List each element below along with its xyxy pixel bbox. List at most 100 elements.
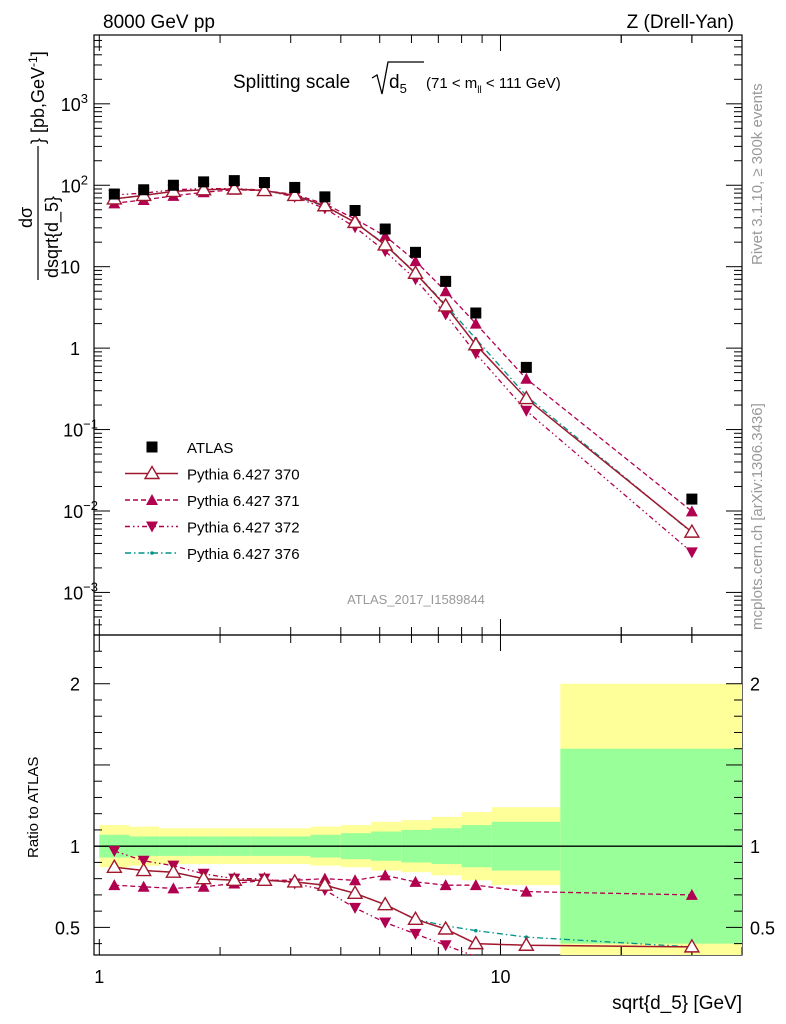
ratio-line-p372 — [114, 850, 474, 955]
ratio-marker-p376 — [474, 928, 478, 933]
legend-label-p372: Pythia 6.427 372 — [187, 520, 300, 537]
plot-title-main: Splitting scale — [233, 72, 350, 93]
ratio-marker-p371 — [197, 880, 210, 892]
marker-p370 — [437, 297, 454, 312]
ylabel-denominator: dsqrt{d_5} — [42, 196, 63, 278]
marker-p370 — [683, 523, 701, 538]
marker-atlas — [409, 246, 421, 258]
y-tick-label: 103 — [61, 91, 88, 115]
marker-p370 — [376, 236, 394, 251]
ylabel-unit: } [pb,GeV-1] — [26, 51, 48, 144]
y-tick-label: 10−3 — [63, 579, 98, 603]
marker-p370 — [518, 390, 535, 405]
ratio-y-tick-label-left: 1 — [70, 837, 80, 857]
ratio-marker-p370 — [286, 873, 303, 888]
analysis-watermark: ATLAS_2017_I1589844 — [347, 592, 485, 607]
ratio-marker-p370 — [437, 920, 454, 935]
marker-p370 — [467, 336, 485, 351]
plot-title-symbol: d5 — [389, 72, 407, 96]
marker-p372 — [520, 405, 533, 417]
marker-atlas — [379, 223, 391, 235]
marker-p371 — [520, 372, 533, 384]
ratio-marker-p372 — [137, 855, 150, 867]
y-tick-label: 102 — [61, 172, 88, 196]
legend-marker-atlas — [146, 441, 158, 453]
marker-atlas — [258, 177, 270, 189]
marker-atlas — [198, 176, 210, 188]
x-axis-label: sqrt{d_5} [GeV] — [612, 993, 742, 1014]
marker-p372 — [439, 309, 452, 321]
marker-p370 — [195, 181, 212, 196]
header-left: 8000 GeV pp — [103, 12, 215, 33]
ratio-marker-p370 — [467, 935, 485, 950]
marker-atlas — [167, 179, 179, 191]
ratio-series — [106, 846, 701, 955]
ratio-y-tick-label-right: 0.5 — [750, 918, 775, 938]
marker-atlas — [108, 188, 120, 200]
marker-p370 — [286, 187, 303, 202]
ratio-marker-p371 — [439, 879, 452, 891]
ratio-marker-p371 — [520, 885, 533, 897]
rivet-label: Rivet 3.1.10, ≥ 300k events — [749, 83, 766, 265]
legend-marker-p372 — [146, 521, 158, 533]
marker-p371 — [469, 317, 482, 329]
marker-atlas — [289, 181, 301, 193]
marker-p371 — [409, 255, 422, 267]
ratio-marker-p370 — [683, 938, 701, 953]
plot-title-cut: (71 < mll < 111 GeV) — [426, 75, 561, 96]
ratio-marker-p372 — [108, 846, 121, 858]
marker-atlas — [319, 191, 331, 203]
ratio-marker-p371 — [685, 888, 698, 900]
ratio-marker-p372 — [349, 902, 362, 914]
ratio-marker-p371 — [379, 869, 392, 881]
legend-marker-p376 — [150, 551, 154, 555]
ratio-y-tick-label-left: 2 — [70, 675, 80, 695]
marker-atlas — [440, 275, 452, 287]
ratio-y-tick-label-right: 1 — [750, 837, 760, 857]
marker-p372 — [685, 547, 698, 559]
marker-p371 — [379, 230, 392, 242]
marker-p370 — [346, 213, 364, 229]
ratio-marker-p371 — [167, 882, 180, 894]
ratio-marker-p370 — [165, 863, 182, 878]
x-tick-label: 10 — [490, 967, 510, 987]
series-line-p371 — [114, 189, 693, 512]
ratio-marker-p370 — [256, 871, 273, 886]
ratio-marker-p371 — [108, 879, 121, 891]
legend-label-p371: Pythia 6.427 371 — [187, 493, 300, 510]
ratio-marker-p370 — [226, 871, 243, 886]
y-tick-label: 10 — [60, 258, 80, 278]
ratio-marker-p370 — [135, 862, 152, 877]
marker-p372 — [469, 348, 482, 360]
marker-p370 — [256, 182, 273, 197]
legend-label-p370: Pythia 6.427 370 — [187, 467, 300, 484]
marker-atlas — [470, 307, 482, 319]
marker-p370 — [407, 264, 424, 279]
ratio-marker-p370 — [346, 884, 364, 899]
marker-p371 — [685, 505, 698, 517]
ratio-marker-p370 — [376, 896, 394, 911]
marker-p370 — [316, 197, 334, 212]
ratio-marker-p370 — [106, 858, 123, 873]
legend-marker-p370 — [143, 465, 161, 480]
ratio-marker-p371 — [409, 875, 422, 887]
marker-atlas — [686, 493, 698, 505]
sqrt-symbol-icon — [371, 61, 424, 95]
marker-atlas — [349, 204, 361, 216]
marker-p370 — [226, 180, 243, 195]
ratio-marker-p372 — [409, 928, 422, 940]
ratio-marker-p370 — [316, 876, 334, 891]
ratio-marker-p370 — [407, 910, 424, 925]
marker-atlas — [520, 361, 532, 373]
ratio-marker-p371 — [137, 880, 150, 892]
top-plot-frame — [93, 34, 743, 636]
y-tick-label: 1 — [70, 339, 80, 359]
y-axis-label-top: dσ dsqrt{d_5} } [pb,GeV-1] — [16, 51, 63, 280]
y-tick-label: 10−2 — [63, 498, 98, 522]
x-tick-label: 1 — [94, 967, 104, 987]
y-tick-label: 10−1 — [63, 417, 98, 441]
mcplots-label: mcplots.cern.ch [arXiv:1306.3436] — [749, 403, 766, 630]
top-series — [106, 175, 701, 559]
